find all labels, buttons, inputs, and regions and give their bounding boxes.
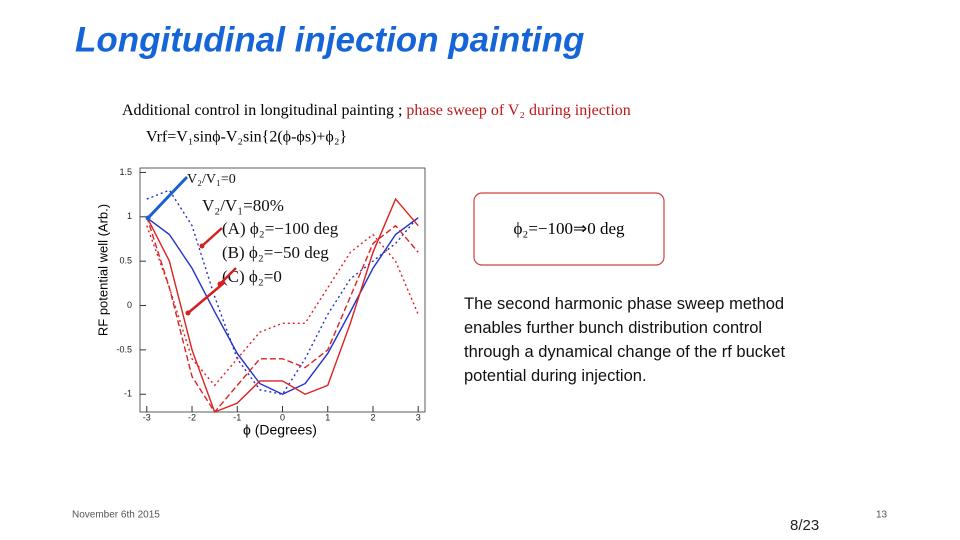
x-tick-label: -1 (233, 412, 241, 422)
chart: -3 -2 -1 0 1 2 3 -1 -0.5 0 0.5 1 1.5 RF potential wel… (95, 167, 426, 438)
slide-title: Longitudinal injection painting (75, 20, 584, 59)
y-axis-label: RF potential well (Arb.) (95, 204, 110, 336)
curve (146, 197, 419, 413)
x-tick-label: 2 (370, 412, 375, 422)
curve (146, 189, 419, 396)
pointer (146, 175, 189, 220)
annotation: (A) ϕ₂=−100 deg (222, 219, 339, 238)
curve (146, 216, 419, 414)
callout-box (473, 192, 665, 266)
x-tick-label: 1 (325, 412, 330, 422)
x-axis-label: ϕ (Degrees) (243, 422, 317, 438)
annotation: V₂/V₁=80% (202, 196, 284, 215)
y-tick-label: 1.5 (119, 167, 132, 177)
curve (146, 225, 419, 387)
y-tick-label: 1 (127, 211, 132, 221)
equation: Vrf=V₁sinϕ-V₂sin{2(ϕ-ϕs)+ϕ₂} (146, 129, 347, 146)
callout-text: ϕ₂=−100⇒0 deg (513, 219, 625, 238)
y-tick-label: 0 (127, 300, 132, 310)
x-tick-label: -3 (143, 412, 151, 422)
footer-date: November 6th 2015 (72, 510, 160, 521)
y-tick-label: 0.5 (119, 256, 132, 266)
curve (146, 217, 419, 396)
pointer (219, 267, 237, 285)
annotation: (C) ϕ₂=0 (222, 267, 282, 286)
body-text: The second harmonic phase sweep method e… (464, 295, 786, 385)
intro-line: Additional control in longitudinal paint… (122, 102, 631, 119)
annotation: V₂/V₁=0 (187, 172, 236, 187)
intro-lead: Additional control in longitudinal paint… (122, 102, 402, 119)
x-tick-label: 0 (280, 412, 285, 422)
x-tick-label: -2 (188, 412, 196, 422)
slide-number: 13 (876, 510, 888, 521)
y-tick-label: -1 (124, 389, 132, 399)
annotation: (B) ϕ₂=−50 deg (222, 243, 329, 262)
page-of: 8/23 (790, 517, 819, 534)
x-tick-label: 3 (416, 412, 421, 422)
pointer (187, 281, 226, 314)
intro-highlight: phase sweep of V₂ during injection (406, 102, 630, 119)
y-tick-label: -0.5 (116, 344, 132, 354)
pointer (201, 227, 223, 247)
